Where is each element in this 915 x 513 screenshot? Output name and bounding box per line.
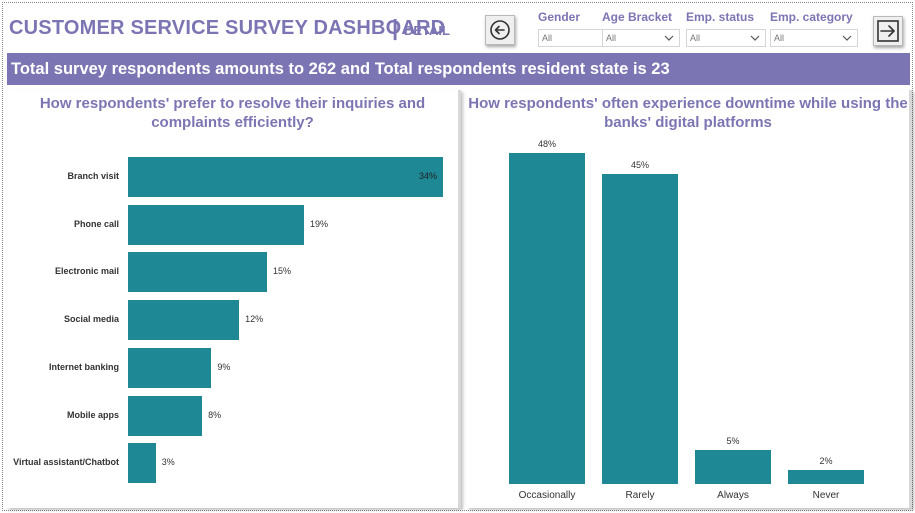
bar-category-label: Branch visit [67,171,119,181]
column-category-label: Rarely [625,490,655,501]
column-category-label: Always [717,490,749,501]
chevron-down-icon [842,35,852,41]
arrow-right-box-icon [877,20,899,42]
emp-status-dropdown[interactable]: All [686,29,766,47]
column [788,470,864,484]
filter-label: Age Bracket [602,10,673,24]
bar [128,157,443,197]
dropdown-value: All [542,33,553,43]
dropdown-value: All [690,33,701,43]
downtime-frequency-chart: How respondents' often experience downti… [467,90,912,508]
page-subtitle: DETAIL [404,23,450,38]
bar-value-label: 19% [310,218,329,229]
bar-category-label: Internet banking [48,361,119,372]
filter-label: Gender [538,10,581,24]
column-value-label: 48% [537,139,556,149]
bar [128,204,305,245]
age-bracket-dropdown[interactable]: All [602,29,680,47]
dropdown-value: All [774,33,785,43]
chevron-down-icon [664,35,674,41]
column-value-label: 45% [630,159,649,170]
filter-age-bracket: Age Bracket All [602,9,688,47]
summary-banner: Total survey respondents amounts to 262 … [7,53,910,85]
bar-value-label: 9% [217,361,231,372]
bar-category-label: Phone call [73,218,119,229]
title-separator: | [392,15,399,40]
column-value-label: 5% [726,435,740,446]
column-value-label: 2% [819,456,833,467]
page-title: CUSTOMER SERVICE SURVEY DASHBOARD [9,17,446,39]
filter-label: Emp. category [770,10,853,24]
bar [128,347,212,388]
bar-value-label: 15% [272,266,291,277]
bar-value-label: 12% [245,314,264,325]
bar-category-label: Mobile apps [66,409,119,420]
resolution-preference-chart: How respondents' prefer to resolve their… [7,90,461,508]
chart-title: How respondents' often experience downti… [468,95,908,131]
filter-emp-category: Emp. category All [770,9,858,47]
chevron-down-icon [750,35,760,41]
bar [128,443,156,484]
bar-category-label: Social media [63,314,119,325]
dropdown-value: All [606,33,617,43]
bar-value-label: 8% [208,409,222,420]
bar-value-label: 34% [419,171,438,181]
next-button[interactable] [873,16,903,46]
column-category-label: Occasionally [518,490,576,501]
emp-category-dropdown[interactable]: All [770,29,858,47]
bar [128,300,240,341]
chart-title: How respondents' prefer to resolve their… [39,95,426,131]
column-category-label: Never [812,490,840,501]
arrow-left-circle-icon [490,20,510,40]
bar [128,395,203,436]
filter-emp-status: Emp. status All [686,9,772,47]
column [509,153,585,484]
column [695,449,771,484]
bar [128,252,267,293]
back-button[interactable] [485,15,515,45]
column [602,173,678,484]
bar-category-label: Electronic mail [54,266,119,277]
filter-label: Emp. status [686,10,755,24]
bar-value-label: 3% [161,457,175,468]
bar-category-label: Virtual assistant/Chatbot [13,457,119,468]
